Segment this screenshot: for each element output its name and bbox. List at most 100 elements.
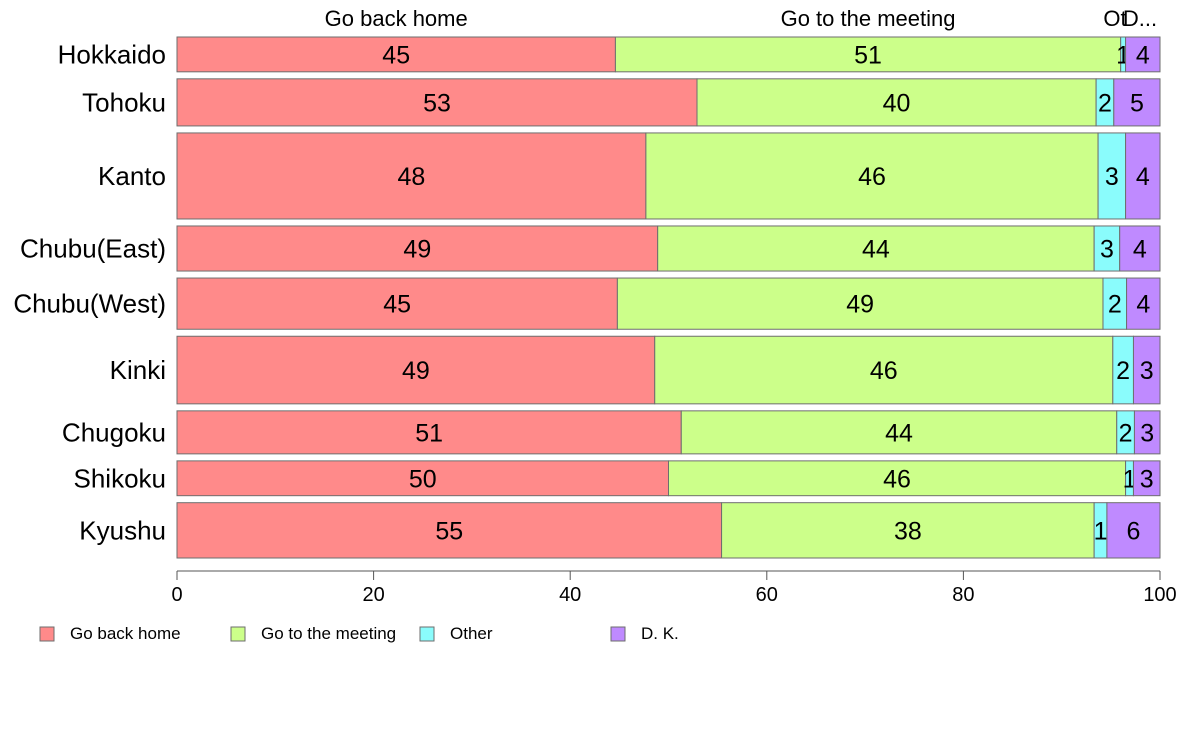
bar-segment-go-to-the-meeting: [654, 335, 1114, 405]
bars-group: 45 51 1 453 40 2 548 46 3 449 44 3 445 49 2 449 46 2 351 44…: [176, 36, 1161, 559]
legend-swatch: [230, 626, 246, 642]
legend-swatch: [39, 626, 55, 642]
legend-label: Other: [450, 624, 493, 643]
bar-segment-go-to-the-meeting: [614, 36, 1122, 73]
bar-row-chugoku: 51 44 2 3: [176, 410, 1161, 455]
data-label: 4: [1136, 291, 1150, 319]
bar-segment-go-back-home: [176, 410, 682, 455]
bar-segment-d-k: [1126, 277, 1161, 330]
x-tick-label: 20: [362, 584, 384, 606]
data-label: 2: [1116, 357, 1130, 385]
column-headers: Go back home Go to the meeting OtD...: [325, 6, 1157, 31]
x-tick-label: 0: [171, 584, 182, 606]
bar-segment-d-k: [1119, 225, 1161, 272]
data-label: 49: [846, 291, 874, 319]
bar-segment-go-to-the-meeting: [680, 410, 1118, 455]
column-header: Ot: [1103, 6, 1126, 31]
legend-label: D. K.: [641, 624, 679, 643]
data-label: 38: [894, 517, 922, 545]
data-label: 6: [1127, 517, 1141, 545]
data-label: 51: [415, 419, 443, 447]
data-label: 1: [1094, 517, 1108, 545]
bar-segment-go-back-home: [176, 225, 659, 272]
bar-segment-d-k: [1106, 502, 1161, 559]
bar-segment-go-to-the-meeting: [721, 502, 1095, 559]
bar-segment-other: [1093, 225, 1121, 272]
bar-segment-go-back-home: [176, 36, 616, 73]
category-label: Chubu(West): [13, 289, 166, 319]
data-label: 4: [1136, 41, 1150, 69]
category-label: Chubu(East): [20, 234, 166, 264]
data-label: 44: [862, 236, 890, 264]
bar-row-shikoku: 50 46 1 3: [176, 460, 1161, 497]
bar-segment-go-back-home: [176, 78, 698, 127]
category-label: Kinki: [110, 355, 166, 385]
legend-item-other: Other: [419, 624, 493, 643]
column-header: D...: [1123, 6, 1157, 31]
bar-segment-d-k: [1132, 335, 1161, 405]
legend-label: Go to the meeting: [261, 624, 396, 643]
column-header: Go back home: [325, 6, 468, 31]
bar-segment-go-back-home: [176, 277, 618, 330]
legend-label: Go back home: [70, 624, 181, 643]
bar-segment-d-k: [1125, 132, 1161, 220]
data-label: 55: [435, 517, 463, 545]
bar-segment-go-to-the-meeting: [645, 132, 1099, 220]
data-label: 51: [854, 41, 882, 69]
legend-item-go-back-home: Go back home: [39, 624, 181, 643]
x-tick-label: 40: [559, 584, 581, 606]
bar-row-tohoku: 53 40 2 5: [176, 78, 1161, 127]
bar-segment-go-to-the-meeting: [696, 78, 1097, 127]
bar-segment-d-k: [1132, 460, 1161, 497]
bar-segment-d-k: [1133, 410, 1161, 455]
data-label: 3: [1105, 163, 1119, 191]
data-label: 53: [423, 89, 451, 117]
data-label: 4: [1136, 163, 1150, 191]
x-tick-label: 100: [1143, 584, 1176, 606]
bar-segment-other: [1097, 132, 1127, 220]
bar-row-hokkaido: 45 51 1 4: [176, 36, 1161, 73]
data-label: 3: [1140, 465, 1154, 493]
data-label: 3: [1140, 419, 1154, 447]
data-label: 4: [1133, 236, 1147, 264]
data-label: 50: [409, 465, 437, 493]
bar-row-chubu-east: 49 44 3 4: [176, 225, 1161, 272]
bar-segment-d-k: [1113, 78, 1161, 127]
data-label: 46: [870, 357, 898, 385]
data-label: 46: [858, 163, 886, 191]
x-tick-label: 80: [952, 584, 974, 606]
bar-row-chubu-west: 45 49 2 4: [176, 277, 1161, 330]
bar-segment-d-k: [1125, 36, 1161, 73]
legend-swatch: [419, 626, 435, 642]
bar-segment-go-to-the-meeting: [668, 460, 1127, 497]
bar-segment-go-back-home: [176, 502, 723, 559]
bar-row-kanto: 48 46 3 4: [176, 132, 1161, 220]
column-header: Go to the meeting: [781, 6, 956, 31]
bar-segment-go-back-home: [176, 335, 656, 405]
legend-swatch: [610, 626, 626, 642]
data-label: 2: [1098, 89, 1112, 117]
category-label: Kyushu: [79, 515, 166, 545]
data-label: 48: [398, 163, 426, 191]
bar-segment-go-to-the-meeting: [657, 225, 1095, 272]
legend-item-d-k: D. K.: [610, 624, 679, 643]
bar-row-kinki: 49 46 2 3: [176, 335, 1161, 405]
category-label: Tohoku: [82, 87, 166, 117]
data-label: 45: [382, 41, 410, 69]
data-label: 2: [1119, 419, 1133, 447]
category-label: Chugoku: [62, 417, 166, 447]
data-label: 46: [883, 465, 911, 493]
x-tick-label: 60: [756, 584, 778, 606]
data-label: 49: [402, 357, 430, 385]
bar-segment-go-back-home: [176, 460, 669, 497]
bar-row-kyushu: 55 38 1 6: [176, 502, 1161, 559]
x-axis: 0 20 40 60 80 100: [171, 570, 1177, 606]
data-label: 5: [1130, 89, 1144, 117]
data-label: 44: [885, 419, 913, 447]
category-label: Hokkaido: [58, 39, 166, 69]
legend-item-go-to-the-meeting: Go to the meeting: [230, 624, 396, 643]
bar-segment-go-to-the-meeting: [616, 277, 1104, 330]
data-label: 3: [1140, 357, 1154, 385]
data-label: 45: [383, 291, 411, 319]
